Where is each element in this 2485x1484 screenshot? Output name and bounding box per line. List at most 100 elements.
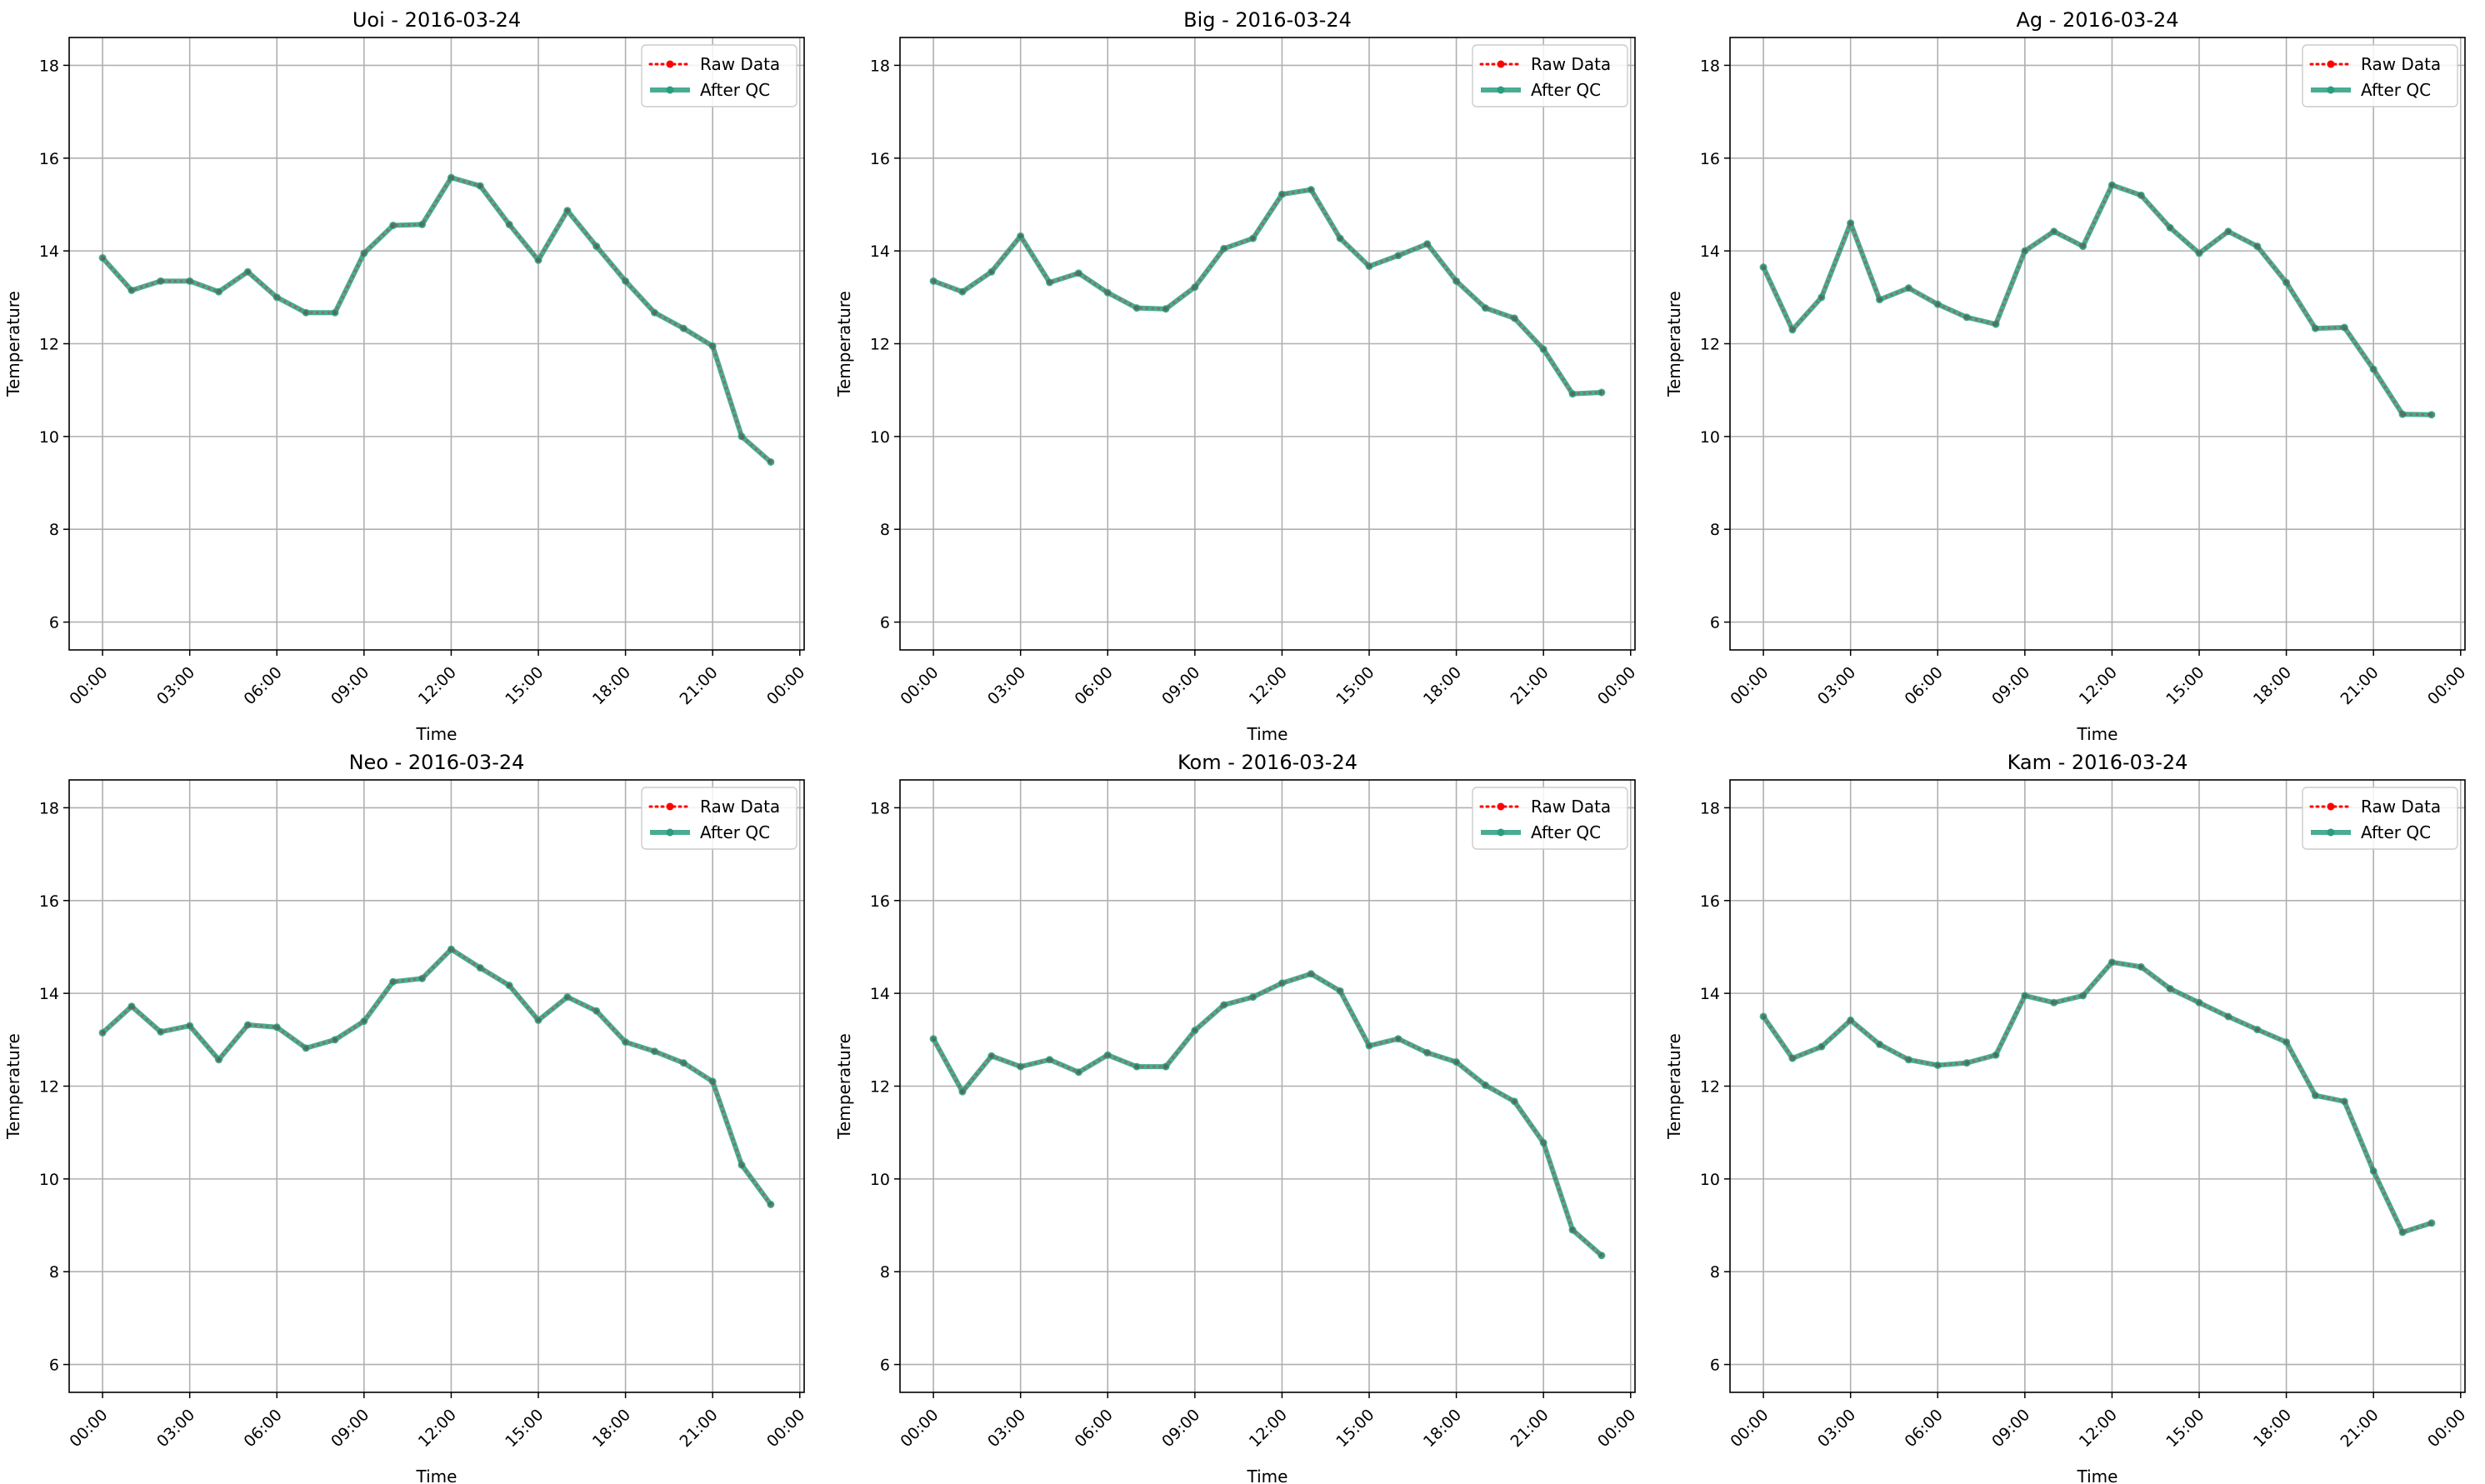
y-tick-label: 8 xyxy=(1710,521,1720,539)
x-axis-label: Time xyxy=(2077,724,2118,744)
y-tick-label: 16 xyxy=(1700,150,1720,168)
y-tick-label: 12 xyxy=(39,336,59,354)
grid xyxy=(1730,780,2465,1392)
data-point-raw-data xyxy=(1250,994,1256,1000)
x-axis-label: Time xyxy=(416,724,458,744)
data-point-raw-data xyxy=(1761,1013,1767,1019)
y-tick-label: 10 xyxy=(870,428,890,447)
x-tick-label: 21:00 xyxy=(1507,1406,1552,1451)
x-tick-label: 18:00 xyxy=(1420,663,1465,708)
data-point-raw-data xyxy=(2312,1092,2318,1098)
chart-panel-1: 6 8 10 12 14 16 18 00:00 03:00 06:00 09:00 12:00 15:… xyxy=(834,8,1639,744)
plot-frame xyxy=(68,779,805,1393)
y-tick-label: 6 xyxy=(1710,1357,1720,1375)
x-tick-label: 21:00 xyxy=(676,663,721,708)
data-point-raw-data xyxy=(2197,1000,2202,1006)
x-tick-label: 00:00 xyxy=(763,1406,808,1451)
y-tick-label: 14 xyxy=(1700,985,1720,1003)
x-tick-label: 06:00 xyxy=(1902,663,1947,708)
data-point-raw-data xyxy=(1047,280,1052,285)
data-point-raw-data xyxy=(1424,241,1430,247)
legend: Raw Data After QC xyxy=(2302,44,2458,107)
x-tick-label: 12:00 xyxy=(2076,1406,2121,1451)
chart-panel-3: 6 8 10 12 14 16 18 00:00 03:00 06:00 09:00 12:00 15:… xyxy=(3,751,808,1484)
data-point-raw-data xyxy=(274,294,280,300)
x-tick-label: 15:00 xyxy=(2162,1406,2208,1451)
legend-label-after-qc: After QC xyxy=(2361,822,2431,842)
y-tick-label: 6 xyxy=(880,614,890,632)
data-point-raw-data xyxy=(2138,964,2144,970)
data-point-raw-data xyxy=(478,965,483,971)
y-tick-label: 12 xyxy=(1700,1078,1720,1097)
grid xyxy=(69,780,804,1392)
x-axis-label: Time xyxy=(416,1467,458,1484)
y-axis-label: Temperature xyxy=(834,1033,854,1140)
data-point-raw-data xyxy=(2225,1013,2231,1019)
x-tick-label: 03:00 xyxy=(1814,1406,1859,1451)
data-point-raw-data xyxy=(2138,192,2144,198)
data-point-raw-data xyxy=(622,278,628,284)
data-point-raw-data xyxy=(2022,248,2028,254)
data-point-raw-data xyxy=(2080,243,2086,249)
data-point-raw-data xyxy=(1789,327,1795,332)
data-point-raw-data xyxy=(1192,1027,1198,1033)
data-point-raw-data xyxy=(216,1057,222,1062)
x-tick-label: 00:00 xyxy=(1727,1406,1772,1451)
x-tick-label: 09:00 xyxy=(1158,1406,1203,1451)
legend: Raw Data After QC xyxy=(1472,787,1628,850)
y-tick-label: 10 xyxy=(870,1171,890,1189)
x-axis-label: Time xyxy=(1247,724,1288,744)
y-tick-label: 14 xyxy=(39,242,59,261)
x-tick-label: 15:00 xyxy=(502,663,547,708)
chart-title: Ag - 2016-03-24 xyxy=(2016,8,2178,32)
x-tick-label: 00:00 xyxy=(1727,663,1772,708)
x-tick-label: 00:00 xyxy=(2424,663,2469,708)
x-tick-label: 09:00 xyxy=(1158,663,1203,708)
data-point-raw-data xyxy=(2254,243,2260,249)
x-tick-label: 09:00 xyxy=(328,1406,372,1451)
grid xyxy=(900,780,1635,1392)
x-tick-label: 12:00 xyxy=(1246,1406,1291,1451)
data-point-raw-data xyxy=(158,1029,163,1035)
x-tick-label: 00:00 xyxy=(1594,1406,1639,1451)
y-tick-label: 18 xyxy=(39,57,59,75)
x-tick-label: 15:00 xyxy=(1332,663,1378,708)
data-point-raw-data xyxy=(1906,285,1912,291)
x-tick-label: 12:00 xyxy=(1246,663,1291,708)
data-point-raw-data xyxy=(1367,263,1372,269)
series-line-after-qc xyxy=(1761,959,2432,1235)
data-point-raw-data xyxy=(1848,1017,1853,1023)
data-point-raw-data xyxy=(1935,302,1941,307)
data-point-raw-data xyxy=(1482,1082,1488,1088)
data-point-raw-data xyxy=(1395,1036,1401,1042)
x-tick-label: 00:00 xyxy=(2424,1406,2469,1451)
data-point-raw-data xyxy=(1877,297,1882,302)
series-line-raw-data xyxy=(932,972,1602,1257)
data-point-raw-data xyxy=(739,1162,745,1168)
data-point-raw-data xyxy=(2197,250,2202,256)
data-point-raw-data xyxy=(1076,270,1082,276)
data-point-raw-data xyxy=(1964,1060,1970,1066)
y-tick-label: 10 xyxy=(39,428,59,447)
chart-title: Uoi - 2016-03-24 xyxy=(352,8,521,32)
data-point-raw-data xyxy=(2254,1027,2260,1032)
data-point-raw-data xyxy=(1541,1140,1547,1146)
data-point-raw-data xyxy=(1338,236,1343,242)
data-point-raw-data xyxy=(303,310,309,316)
data-point-raw-data xyxy=(1105,1052,1111,1058)
legend: Raw Data After QC xyxy=(641,787,798,850)
y-tick-label: 8 xyxy=(49,521,59,539)
data-point-raw-data xyxy=(2168,225,2173,231)
data-point-raw-data xyxy=(2109,182,2115,188)
x-tick-label: 00:00 xyxy=(897,663,942,708)
data-point-raw-data xyxy=(1192,284,1198,290)
y-tick-label: 18 xyxy=(1700,799,1720,817)
plot-frame xyxy=(68,37,805,651)
y-tick-label: 8 xyxy=(1710,1263,1720,1282)
grid xyxy=(69,37,804,650)
data-point-raw-data xyxy=(1453,1059,1459,1065)
plot-frame xyxy=(899,779,1636,1393)
plot-frame xyxy=(1729,779,2466,1393)
data-point-raw-data xyxy=(652,1048,658,1054)
data-point-raw-data xyxy=(100,1030,106,1036)
